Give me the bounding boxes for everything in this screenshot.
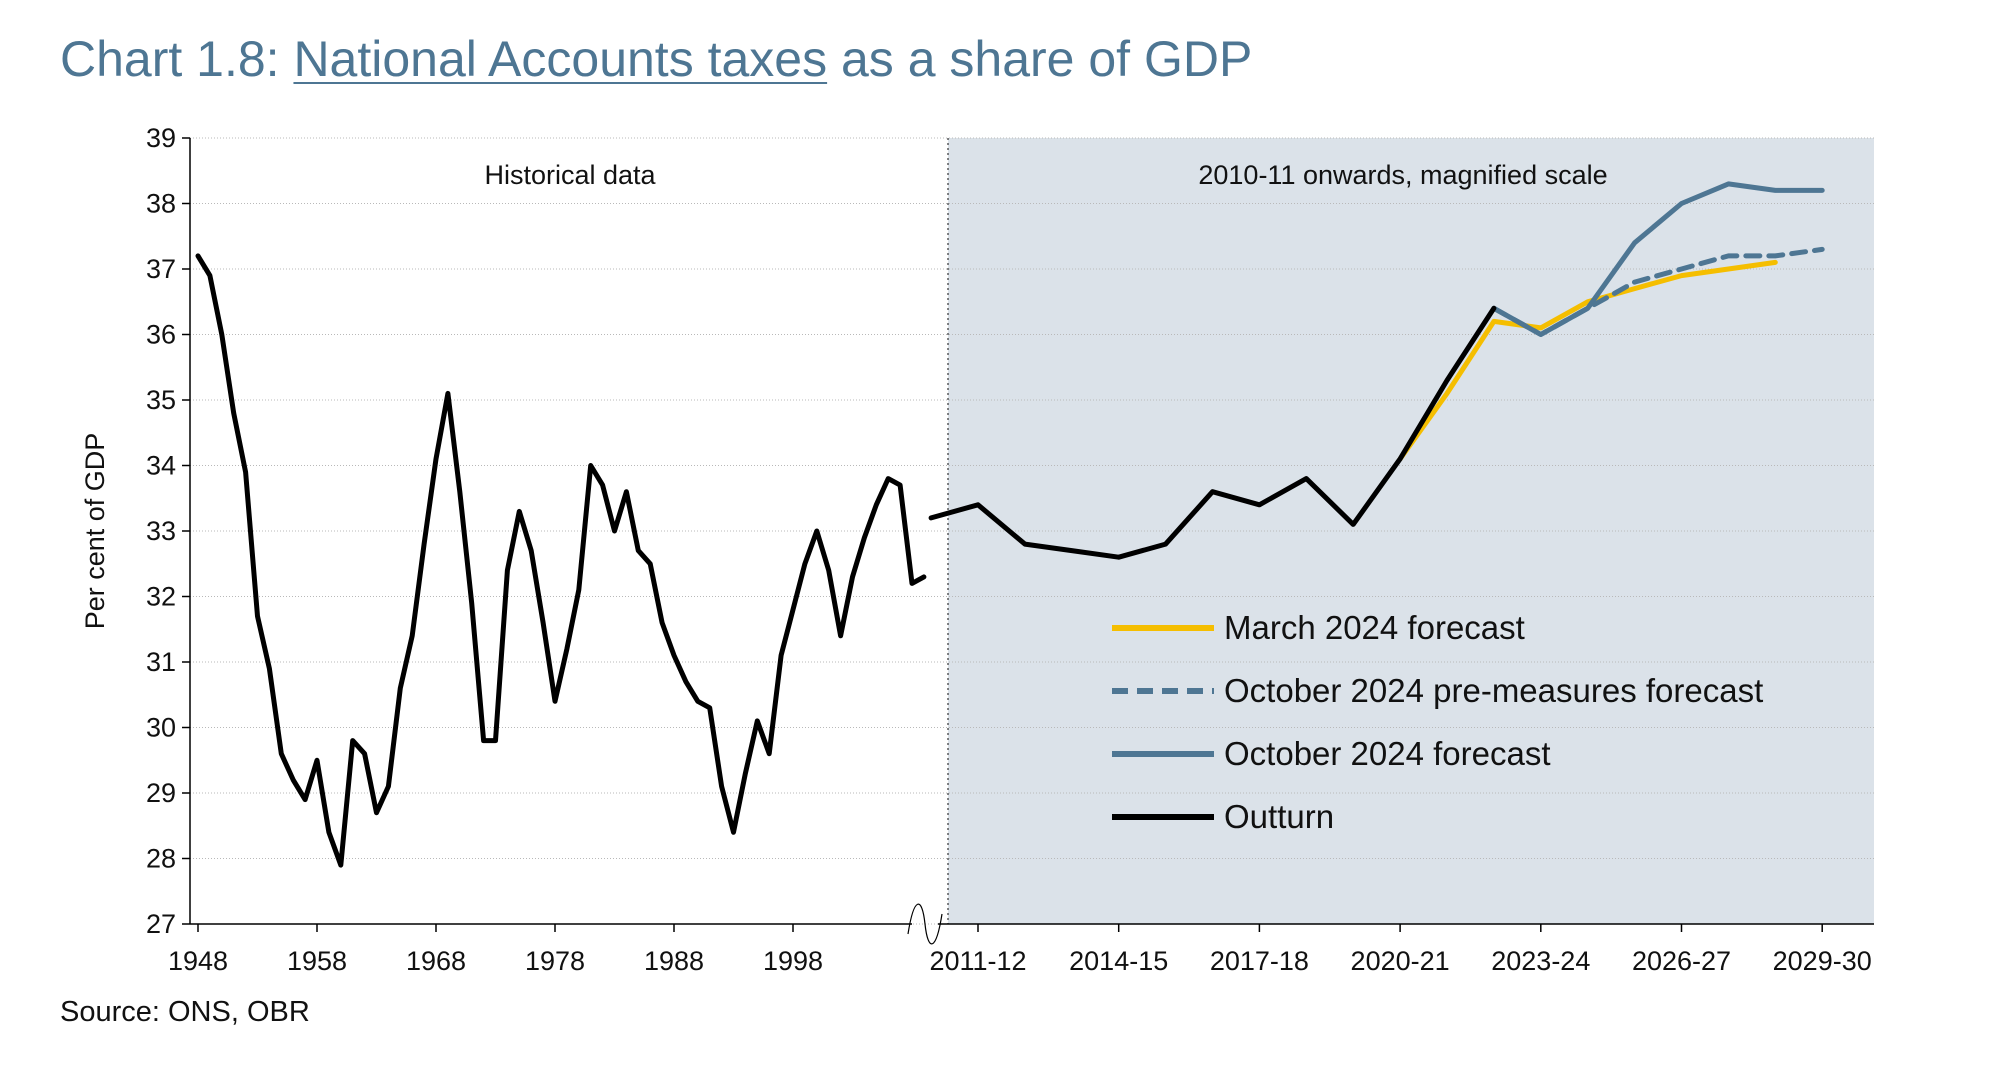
chart: 27 28 29 30 31 32 33 34 35 36 37 38 39 Per cent of GD… — [80, 123, 1874, 976]
x-tick-label: 2026-27 — [1632, 946, 1731, 976]
historical-panel-label: Historical data — [484, 160, 656, 190]
outturn-line-historical — [195, 253, 927, 868]
chart-title-prefix: Chart 1.8: — [60, 31, 294, 87]
legend-label-outturn: Outturn — [1224, 798, 1334, 835]
y-tick-label: 32 — [146, 582, 176, 612]
x-tick-label: 1988 — [644, 946, 704, 976]
x-tick-label: 1958 — [287, 946, 347, 976]
x-tick-label: 1998 — [763, 946, 823, 976]
x-tick-label: 2014-15 — [1069, 946, 1168, 976]
gridlines — [190, 137, 1874, 925]
legend-label-october-2024-forecast: October 2024 forecast — [1224, 735, 1551, 772]
source-note: Source: ONS, OBR — [60, 996, 310, 1028]
october-2024-forecast-line — [1491, 181, 1825, 337]
x-tick-label: 2020-21 — [1351, 946, 1450, 976]
x-tick-label: 1978 — [525, 946, 585, 976]
x-tick-label: 2017-18 — [1210, 946, 1309, 976]
x-tick-label: 1948 — [168, 946, 228, 976]
y-tick-label: 33 — [146, 516, 176, 546]
october-2024-pre-measures-forecast-line — [1491, 246, 1825, 337]
march-2024-forecast-line — [1397, 259, 1778, 462]
y-axis-title: Per cent of GDP — [80, 433, 110, 630]
y-tick-label: 28 — [146, 844, 176, 874]
x-tick-label: 2011-12 — [929, 946, 1026, 976]
chart-title: Chart 1.8: National Accounts taxes as a … — [60, 30, 1252, 88]
legend: March 2024 forecast October 2024 pre-meas… — [1112, 609, 1763, 835]
axes: 27 28 29 30 31 32 33 34 35 36 37 38 39 Per cent of GD… — [80, 123, 1874, 976]
chart-title-link[interactable]: National Accounts taxes — [293, 31, 828, 87]
y-tick-label: 36 — [146, 320, 176, 350]
x-tick-label: 2023-24 — [1491, 946, 1590, 976]
y-tick-label: 35 — [146, 385, 176, 415]
axis-break-icon — [907, 903, 943, 945]
y-tick-label: 30 — [146, 713, 176, 743]
y-tick-label: 27 — [146, 909, 176, 939]
y-tick-label: 38 — [146, 189, 176, 219]
panel-labels: Historical data 2010-11 onwards, magnifie… — [484, 160, 1607, 190]
legend-label-march-2024-forecast: March 2024 forecast — [1224, 609, 1525, 646]
y-tick-label: 31 — [146, 647, 176, 677]
series-lines — [195, 181, 1825, 868]
y-tick-label: 39 — [146, 123, 176, 153]
magnified-panel-label: 2010-11 onwards, magnified scale — [1198, 160, 1607, 190]
y-tick-label: 29 — [146, 778, 176, 808]
legend-label-october-2024-pre-measures-forecast: October 2024 pre-measures forecast — [1224, 672, 1763, 709]
x-tick-label: 1968 — [406, 946, 466, 976]
outturn-line — [928, 305, 1497, 560]
x-tick-label: 2029-30 — [1773, 946, 1872, 976]
chart-title-suffix: as a share of GDP — [827, 31, 1253, 87]
y-tick-label: 37 — [146, 254, 176, 284]
y-tick-label: 34 — [146, 451, 176, 481]
